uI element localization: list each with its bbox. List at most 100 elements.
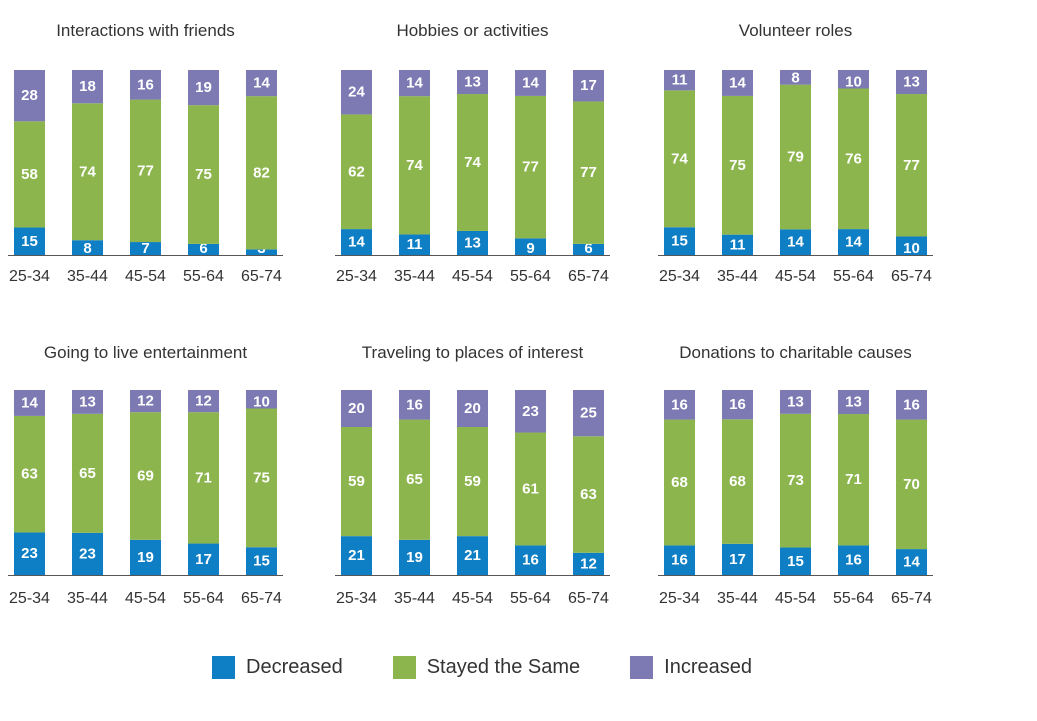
bar-segment-stayed-the-same <box>573 101 604 244</box>
chart-title: Volunteer roles <box>739 21 852 40</box>
x-tick-label: 55-64 <box>510 268 551 285</box>
bar-segment-increased <box>664 70 695 91</box>
bar-segment-decreased <box>457 536 488 575</box>
bar-segment-decreased <box>399 234 430 255</box>
data-label-increased: 13 <box>464 74 481 91</box>
data-label-stayed-the-same: 77 <box>522 159 539 176</box>
x-tick-label: 35-44 <box>394 268 435 285</box>
legend-label-increased: Increased <box>664 656 752 678</box>
data-label-decreased: 6 <box>199 240 207 257</box>
data-label-increased: 28 <box>21 87 38 104</box>
data-label-increased: 24 <box>348 84 365 101</box>
bar-segment-decreased <box>515 545 546 575</box>
x-tick-label: 65-74 <box>241 590 282 607</box>
bar-segment-increased <box>515 390 546 433</box>
x-tick-label: 35-44 <box>67 590 108 607</box>
bar-segment-increased <box>72 70 103 104</box>
bar-segment-decreased <box>72 240 103 255</box>
data-label-increased: 18 <box>79 78 96 95</box>
bar-segment-decreased <box>72 532 103 575</box>
bar-segment-stayed-the-same <box>573 436 604 553</box>
bar-segment-increased <box>664 390 695 420</box>
bar-segment-increased <box>188 70 219 106</box>
small-multiples-charts: Interactions with friends 15 58 28 25-34 8 74 1… <box>8 21 933 607</box>
data-label-stayed-the-same: 62 <box>348 163 365 180</box>
bar-segment-decreased <box>838 545 869 575</box>
data-label-increased: 13 <box>845 394 862 411</box>
data-label-decreased: 16 <box>671 552 688 569</box>
bar-segment-stayed-the-same <box>780 84 811 230</box>
data-label-decreased: 23 <box>21 545 38 562</box>
x-tick-label: 65-74 <box>241 268 282 285</box>
legend-swatch-increased <box>630 656 654 679</box>
bar-segment-stayed-the-same <box>457 94 488 231</box>
data-label-decreased: 7 <box>141 240 149 257</box>
data-label-decreased: 16 <box>845 552 862 569</box>
bar-segment-increased <box>573 390 604 437</box>
bar-segment-increased <box>780 390 811 414</box>
data-label-decreased: 15 <box>21 233 38 250</box>
bar-segment-decreased <box>399 539 430 575</box>
data-label-decreased: 15 <box>787 553 804 570</box>
bar-segment-decreased <box>896 549 927 575</box>
x-tick-label: 65-74 <box>891 590 932 607</box>
data-label-decreased: 10 <box>903 240 920 257</box>
bar-segment-stayed-the-same <box>838 88 869 230</box>
bar-segment-stayed-the-same <box>515 432 546 546</box>
legend-item-decreased: Decreased <box>212 656 343 679</box>
legend: Decreased Stayed the Same Increased <box>212 656 802 679</box>
bar-segment-decreased <box>896 236 927 255</box>
chart-panel: Interactions with friends 15 58 28 25-34 8 74 1… <box>8 21 283 285</box>
x-tick-label: 65-74 <box>568 590 609 607</box>
bar-segment-stayed-the-same <box>72 413 103 533</box>
bar-segment-increased <box>72 390 103 414</box>
x-tick-label: 55-64 <box>833 590 874 607</box>
bar-segment-increased <box>457 70 488 95</box>
bar-segment-decreased <box>780 229 811 255</box>
x-tick-label: 45-54 <box>775 590 816 607</box>
data-label-decreased: 11 <box>730 236 746 253</box>
x-tick-label: 45-54 <box>775 268 816 285</box>
bar-segment-decreased <box>188 543 219 575</box>
data-label-increased: 25 <box>580 405 597 422</box>
bar-segment-decreased <box>457 230 488 255</box>
data-label-decreased: 23 <box>79 545 96 562</box>
data-label-stayed-the-same: 77 <box>137 162 154 179</box>
bar-segment-increased <box>188 390 219 413</box>
data-label-increased: 8 <box>791 70 799 87</box>
bar-segment-increased <box>246 70 277 97</box>
bar-segment-stayed-the-same <box>14 121 45 228</box>
chart-panel: Hobbies or activities 14 62 24 25-34 11 74 14 35… <box>335 21 610 285</box>
x-tick-label: 25-34 <box>9 590 50 607</box>
bar-segment-stayed-the-same <box>664 90 695 228</box>
bar-segment-increased <box>780 70 811 85</box>
data-label-stayed-the-same: 79 <box>787 149 804 166</box>
x-tick-label: 55-64 <box>510 590 551 607</box>
x-tick-label: 55-64 <box>183 268 224 285</box>
bar-segment-increased <box>130 390 161 413</box>
bar-segment-increased <box>722 390 753 420</box>
x-tick-label: 35-44 <box>717 268 758 285</box>
x-tick-label: 35-44 <box>717 590 758 607</box>
data-label-decreased: 14 <box>845 234 862 251</box>
data-label-stayed-the-same: 77 <box>903 157 920 174</box>
data-label-stayed-the-same: 75 <box>195 166 212 183</box>
data-label-increased: 23 <box>522 403 539 420</box>
chart-title: Interactions with friends <box>56 21 235 40</box>
x-tick-label: 45-54 <box>125 268 166 285</box>
data-label-stayed-the-same: 58 <box>21 166 38 183</box>
bar-segment-stayed-the-same <box>188 412 219 544</box>
legend-item-increased: Increased <box>630 656 752 679</box>
bar-segment-stayed-the-same <box>130 99 161 243</box>
x-tick-label: 35-44 <box>67 268 108 285</box>
bar-segment-stayed-the-same <box>341 114 372 230</box>
data-label-increased: 14 <box>729 74 746 91</box>
x-tick-label: 25-34 <box>336 590 377 607</box>
bar-segment-decreased <box>515 238 546 255</box>
bar-segment-stayed-the-same <box>896 419 927 550</box>
chart-title: Hobbies or activities <box>396 21 548 40</box>
bar-segment-stayed-the-same <box>896 94 927 237</box>
data-label-decreased: 14 <box>348 234 365 251</box>
bar-segment-stayed-the-same <box>72 103 103 241</box>
chart-panel: Donations to charitable causes 16 68 16 25-3… <box>658 343 933 607</box>
